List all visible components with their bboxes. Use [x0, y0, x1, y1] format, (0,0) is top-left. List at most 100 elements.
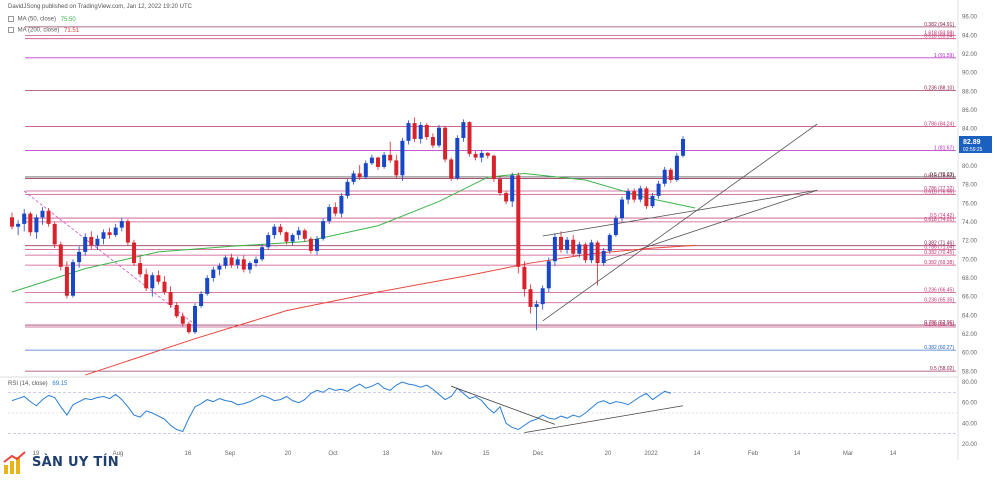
candle-body: [290, 235, 295, 242]
candle-body: [235, 259, 240, 265]
rsi-divergence-line: [451, 385, 556, 425]
candle-body: [601, 250, 606, 264]
fib-level-label: 0.382 (94.91): [924, 22, 954, 28]
visibility-toggle-icon[interactable]: [8, 27, 14, 33]
candle-body: [229, 257, 234, 265]
price-tick-label: 62.00: [962, 332, 978, 338]
fib-level-label: 0.618 (93.64): [924, 34, 954, 40]
fib-level-label: 0.618 (74.01): [924, 217, 954, 223]
candle-body: [211, 269, 216, 278]
candle-body: [156, 275, 161, 282]
fib-level-label: 1 (91.59): [934, 53, 954, 59]
candle-body: [668, 169, 673, 180]
candle-body: [119, 221, 124, 228]
candle-body: [10, 217, 14, 227]
candle-body: [510, 175, 515, 202]
ma50-label: MA (50, close): [17, 16, 57, 23]
candle-body: [77, 251, 82, 263]
fib-level-label: 0.618 (78.67): [924, 173, 954, 179]
candle-body: [174, 305, 179, 317]
fib-level-label: 0.618 (76.96): [924, 189, 954, 195]
candle-body: [388, 154, 393, 161]
price-tick-label: 76.00: [962, 201, 978, 207]
candle-body: [162, 281, 167, 292]
candle-body: [632, 191, 637, 200]
fib-level-label: 0.786 (62.96): [924, 320, 954, 326]
rsi-legend[interactable]: RSI (14, close) 69.15: [8, 381, 67, 387]
candle-body: [333, 207, 338, 214]
price-tick-label: 96.00: [962, 15, 978, 21]
candlesticks: [10, 117, 685, 334]
candle-body: [620, 199, 624, 219]
candle-body: [46, 210, 51, 224]
candle-body: [400, 140, 405, 176]
candle-body: [272, 226, 277, 236]
rsi-divergence-line: [524, 405, 684, 433]
candle-body: [180, 316, 185, 324]
candle-body: [498, 179, 502, 194]
rsi-value: 69.15: [52, 381, 68, 387]
time-tick-label: 16: [185, 451, 192, 457]
ma200-line: [85, 244, 696, 376]
ma50-legend[interactable]: MA (50, close) 75.50: [8, 16, 76, 23]
candle-body: [467, 122, 472, 154]
candle-body: [95, 238, 100, 246]
time-tick-label: Dec: [533, 451, 544, 457]
fib-level-label: 0.382 (69.38): [924, 260, 954, 266]
candle-body: [607, 235, 612, 251]
rsi-tick-label: 40.00: [962, 421, 978, 427]
candle-body: [254, 259, 258, 264]
candle-body: [565, 239, 570, 250]
watermark: SÀN UY TÍN: [0, 446, 119, 479]
fib-level-label: 0.5 (78.83): [930, 172, 955, 178]
price-axis: 58.00 60.00 62.00 64.00 66.00 68.00 70.00 72.00…: [957, 0, 978, 460]
candle-body: [58, 244, 63, 267]
candle-body: [223, 257, 228, 266]
time-tick-label: 19: [33, 451, 40, 457]
candle-body: [406, 123, 411, 141]
visibility-toggle-icon[interactable]: [8, 16, 14, 22]
fib-level-label: 0.786 (84.24): [924, 121, 954, 127]
time-tick-label: 2022: [644, 451, 658, 457]
price-tick-label: 86.00: [962, 108, 978, 114]
candle-body: [662, 169, 667, 184]
time-tick-label: Nov: [432, 451, 443, 457]
fib-level-label: 0.382 (60.27): [924, 345, 954, 351]
price-tick-label: 58.00: [962, 369, 978, 375]
price-tick-label: 88.00: [962, 89, 978, 95]
time-tick-label: Mar: [843, 451, 853, 457]
candle-body: [217, 265, 222, 270]
chart-background: [0, 0, 958, 446]
time-tick-label: Oct: [328, 451, 338, 457]
rsi-tick-label: 20.00: [962, 442, 978, 448]
time-tick-label: 14: [794, 451, 801, 457]
ma200-legend[interactable]: MA (200, close) 71.51: [8, 27, 79, 34]
candle-body: [266, 235, 271, 248]
price-tick-label: 70.00: [962, 257, 978, 263]
candle-body: [443, 127, 448, 160]
candle-body: [534, 304, 539, 307]
ma200-label: MA (200, close): [17, 27, 60, 34]
candle-body: [589, 242, 594, 261]
price-marker: 82.89 02:59:25: [959, 136, 992, 153]
fib-level-label: 0.382 (70.45): [924, 250, 954, 256]
candle-body: [638, 188, 643, 200]
price-tick-label: 80.00: [962, 164, 978, 170]
fib-level-label: 0.236 (62.75): [924, 322, 954, 328]
time-axis: 19 Aug 16 Sep 20 Oct 18 Nov 15 Dec 20 2022 14 Feb 14 Ma…: [33, 451, 897, 457]
ma50-line: [11, 172, 696, 293]
candle-body: [595, 242, 600, 264]
candle-body: [376, 157, 380, 167]
candle-body: [449, 159, 454, 179]
candle-body: [552, 236, 557, 262]
ma50-value: 75.50: [60, 16, 76, 23]
price-tick-label: 90.00: [962, 71, 978, 77]
candle-body: [656, 183, 661, 196]
fib-level-label: 0.236 (66.45): [924, 287, 954, 293]
candle-body: [113, 227, 118, 236]
candle-body: [473, 153, 478, 158]
publisher-line: DavidJSong published on TradingView.com,…: [8, 4, 193, 10]
time-tick-label: 20: [285, 451, 292, 457]
candle-body: [522, 266, 527, 290]
